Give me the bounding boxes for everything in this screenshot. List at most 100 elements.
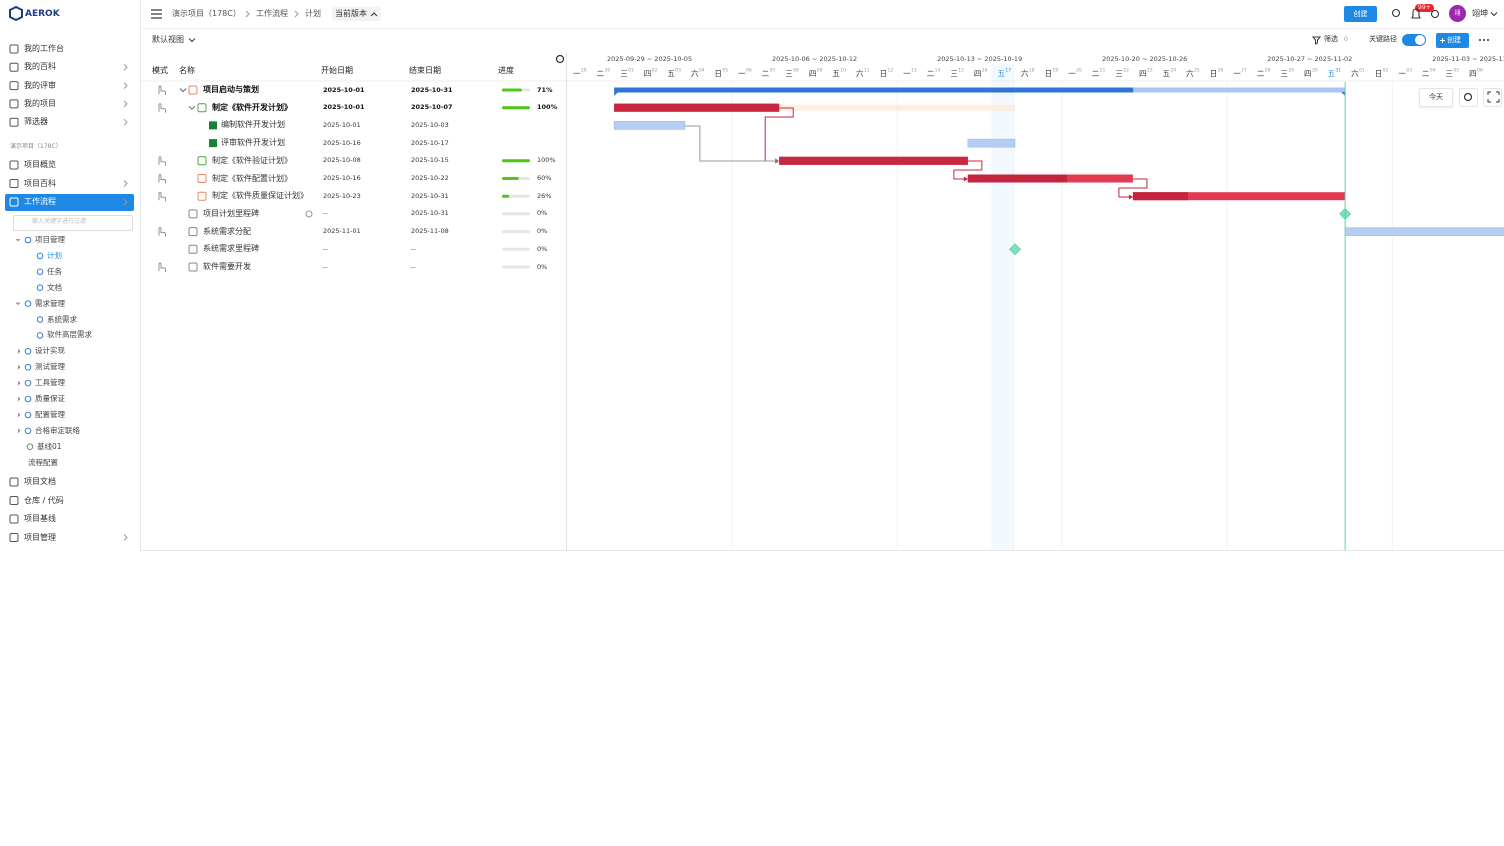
start-date: 2025-10-16 <box>323 138 361 147</box>
day-date: 29 <box>581 68 587 74</box>
end-date: -- <box>411 262 416 271</box>
task-bar <box>1132 192 1346 201</box>
tree-icon <box>36 316 44 323</box>
task-name[interactable]: 编制软件开发计划 <box>221 120 285 130</box>
tree-icon <box>36 284 44 292</box>
tree-item[interactable]: 需求管理 <box>35 298 65 308</box>
filter-button[interactable]: 筛选 <box>1324 35 1338 43</box>
day-date: 31 <box>1335 68 1341 74</box>
tree-icon <box>26 443 34 451</box>
tree-caret <box>17 396 21 402</box>
task-name[interactable]: 制定《软件开发计划》 <box>212 102 292 112</box>
day-date: 01 <box>628 68 634 74</box>
nav-active-bg <box>5 194 134 211</box>
weekday: 六 <box>1186 68 1194 78</box>
day-date: 15 <box>958 68 964 74</box>
day-date: 26 <box>1218 68 1224 74</box>
task-name[interactable]: 项目计划里程碑 <box>203 208 259 218</box>
progress-label: 0% <box>537 244 548 253</box>
tree-item[interactable]: 系统需求 <box>47 314 77 324</box>
settings-button[interactable] <box>1459 88 1478 107</box>
tree-item[interactable]: 工具管理 <box>35 378 65 388</box>
search-icon <box>1391 8 1401 18</box>
weekday: 六 <box>691 68 699 78</box>
nav-item[interactable]: 项目文档 <box>24 477 56 486</box>
icon <box>9 533 19 542</box>
day-date: 05 <box>722 68 728 74</box>
chevron <box>123 63 128 71</box>
tree-item[interactable]: 设计实现 <box>35 346 65 356</box>
tree-icon <box>36 268 44 276</box>
today-button[interactable]: 今天 <box>1419 88 1453 107</box>
icon <box>9 160 19 170</box>
day-date: 12 <box>887 68 893 74</box>
icon <box>9 514 19 524</box>
task-name[interactable]: 制定《软件质量保证计划》 <box>212 191 308 201</box>
tree-item[interactable]: 基线01 <box>37 441 62 451</box>
nav-item[interactable]: 我的工作台 <box>24 44 64 53</box>
create-task-button[interactable]: 创建 <box>1436 33 1469 48</box>
tree-item[interactable]: 任务 <box>47 266 62 276</box>
top-header <box>141 0 1504 29</box>
progress-bar <box>502 194 510 198</box>
tree-item[interactable]: 流程配置 <box>28 457 58 467</box>
task-name[interactable]: 项目启动与策划 <box>203 85 259 94</box>
version-select[interactable]: 当前版本 <box>332 7 381 21</box>
day-date: 18 <box>1029 68 1035 74</box>
milestone <box>1009 243 1021 256</box>
task-name[interactable]: 系统需求分配 <box>203 226 251 236</box>
nav-item[interactable]: 项目基线 <box>24 514 56 523</box>
task-name[interactable]: 制定《软件验证计划》 <box>212 155 292 165</box>
progress-bar <box>502 88 522 92</box>
nav-item[interactable]: 仓库 / 代码 <box>24 495 64 505</box>
nav-item[interactable]: 项目管理 <box>24 532 56 542</box>
weekday: 四 <box>1304 69 1312 78</box>
nav-item[interactable]: 我的评审 <box>24 80 56 90</box>
search-input[interactable]: 输入关键字进行过滤 <box>13 215 133 231</box>
avatar[interactable]: 翊 <box>1449 5 1466 22</box>
tree-icon <box>24 236 32 244</box>
dependency <box>684 125 779 162</box>
week-label: 2025-11-03 ~ 2025-11-09 <box>1432 55 1504 63</box>
start-date: 2025-11-01 <box>323 227 361 236</box>
weekday: 二 <box>597 69 605 78</box>
task-name[interactable]: 评审软件开发计划 <box>221 138 285 148</box>
nav-item[interactable]: 筛选器 <box>24 117 48 127</box>
tree-item[interactable]: 质量保证 <box>35 394 65 403</box>
settings-icon <box>555 54 565 64</box>
end-date: 2025-10-15 <box>411 156 449 165</box>
tree-item[interactable]: 文档 <box>47 282 62 292</box>
content-bottom <box>141 550 1504 551</box>
toggle-knob <box>1415 35 1425 45</box>
weekday: 五 <box>997 69 1005 78</box>
task-name[interactable]: 软件需要开发 <box>203 262 251 271</box>
task-name[interactable]: 系统需求里程碑 <box>203 244 259 254</box>
icon <box>197 103 207 113</box>
tree-item[interactable]: 软件高层需求 <box>47 330 92 340</box>
view-select[interactable]: 默认视图 <box>152 35 184 44</box>
tree-item[interactable]: 测试管理 <box>35 362 65 372</box>
day-date: 27 <box>1241 68 1247 74</box>
mode-icon <box>158 227 166 237</box>
icon <box>188 209 198 219</box>
breadcrumb[interactable]: 演示项目（178C） <box>172 9 241 18</box>
create-button[interactable]: 创建 <box>1344 6 1377 22</box>
tree-item[interactable]: 配置管理 <box>35 409 65 419</box>
tree-item[interactable]: 计划 <box>47 250 62 260</box>
user-name[interactable]: 翊坤 <box>1472 9 1488 18</box>
nav-item[interactable]: 我的百科 <box>24 62 56 72</box>
nav-item[interactable]: 工作流程 <box>24 197 56 206</box>
breadcrumb[interactable]: 工作流程 <box>256 9 288 18</box>
progress-bar <box>502 106 530 110</box>
weekday: 日 <box>715 69 723 78</box>
nav-item[interactable]: 项目百科 <box>24 178 56 188</box>
task-name[interactable]: 制定《软件配置计划》 <box>212 173 292 183</box>
nav-item[interactable]: 我的项目 <box>24 98 56 108</box>
nav-item[interactable]: 项目概览 <box>24 160 56 169</box>
tree-item[interactable]: 合格审定联络 <box>35 425 80 435</box>
end-date: 2025-10-31 <box>411 85 453 94</box>
splitter <box>566 53 567 551</box>
tree-item[interactable]: 项目管理 <box>35 235 65 244</box>
